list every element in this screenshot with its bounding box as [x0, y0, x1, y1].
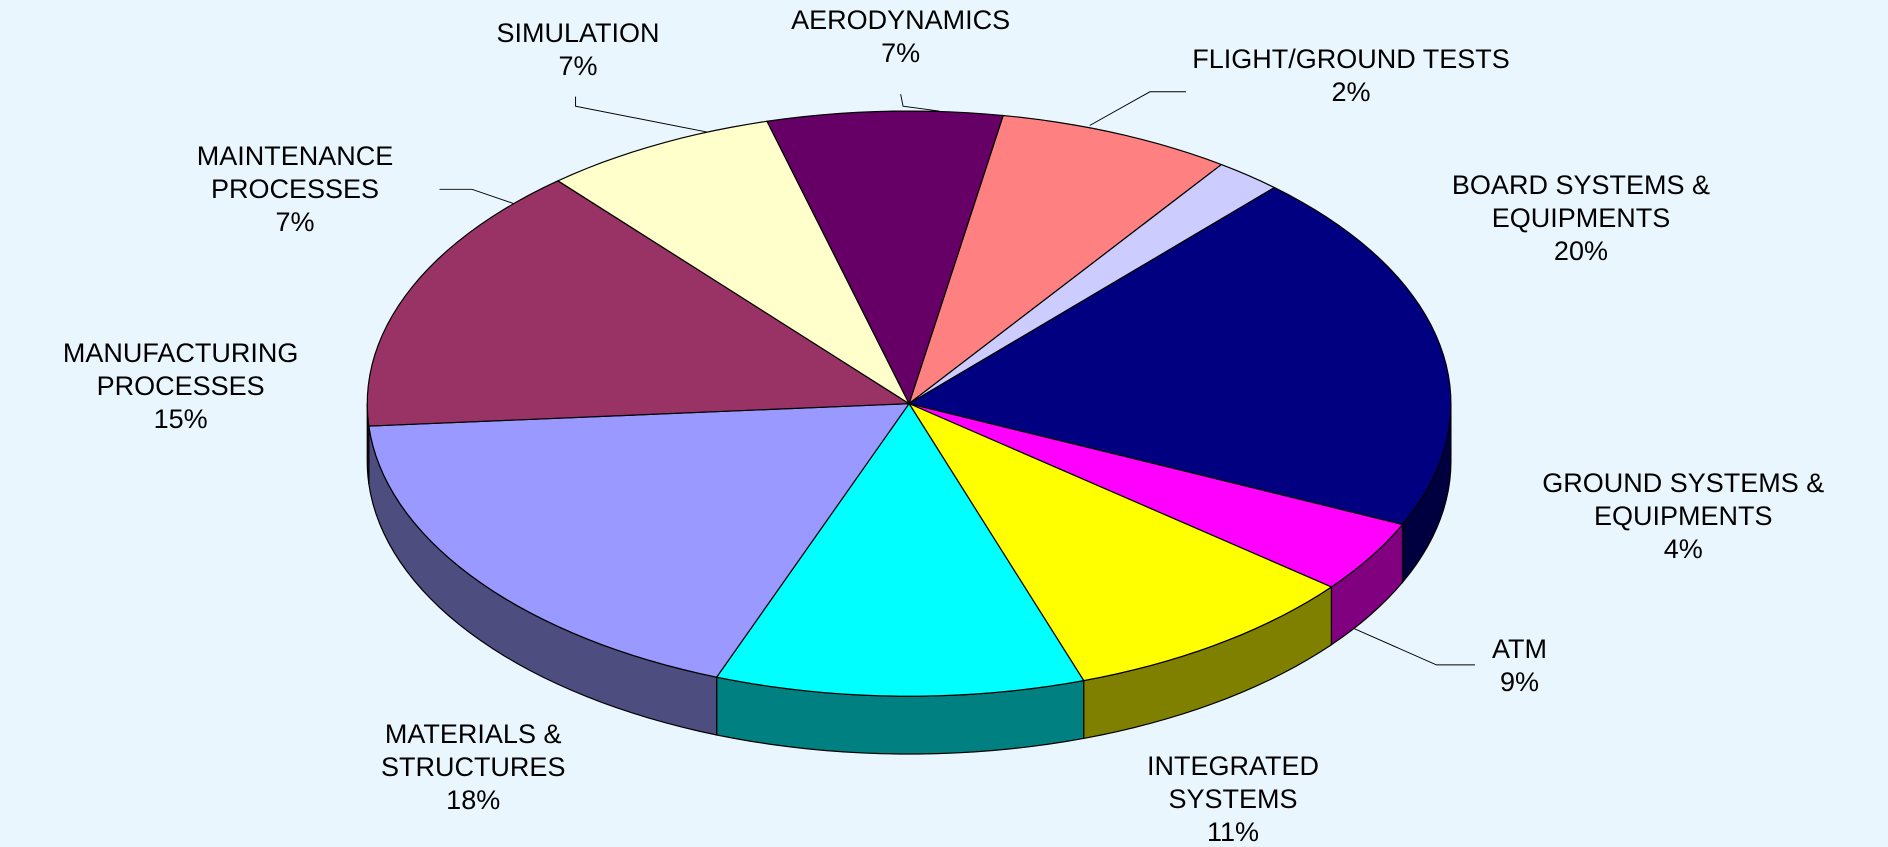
slice	[907, 114, 1223, 406]
slice	[366, 180, 912, 427]
category-label: GROUND SYSTEMS & EQUIPMENTS	[1542, 468, 1825, 532]
value-label: 20%	[1553, 235, 1608, 266]
category-label: SIMULATION	[496, 17, 660, 48]
slice	[908, 403, 1404, 588]
value-label: 7%	[558, 50, 598, 81]
value-label: 18%	[446, 784, 501, 815]
slice	[766, 110, 1004, 406]
value-label: 9%	[1500, 667, 1540, 698]
slice-label: GROUND SYSTEMS & EQUIPMENTS 4%	[1479, 467, 1888, 566]
category-label: BOARD SYSTEMS & EQUIPMENTS	[1451, 169, 1710, 233]
leader-lines	[439, 91, 1475, 666]
slice	[715, 402, 1085, 697]
slice	[368, 402, 911, 678]
slice-label: AERODYNAMICS 7%	[660, 4, 1142, 70]
slice-label: MANUFACTURING PROCESSES 15%	[0, 337, 367, 436]
category-label: MAINTENANCE PROCESSES	[196, 140, 394, 204]
leader-line	[575, 96, 711, 134]
pie-tops	[366, 110, 1452, 697]
category-label: MANUFACTURING PROCESSES	[62, 338, 299, 402]
slice-label: MAINTENANCE PROCESSES 7%	[132, 140, 457, 239]
leader-line	[1354, 628, 1475, 666]
value-label: 2%	[1331, 77, 1371, 108]
leader-line	[1089, 91, 1187, 126]
value-label: 7%	[275, 206, 315, 237]
value-label: 4%	[1663, 534, 1703, 565]
category-label: INTEGRATED SYSTEMS	[1146, 751, 1319, 815]
category-label: ATM	[1492, 634, 1548, 665]
category-label: MATERIALS & STRUCTURES	[380, 718, 566, 782]
value-label: 11%	[1206, 817, 1259, 847]
value-label: 15%	[153, 404, 208, 435]
leader-line	[439, 188, 518, 206]
slice-label: ATM 9%	[1399, 633, 1640, 699]
value-label: 7%	[881, 37, 921, 68]
leader-line	[900, 94, 940, 112]
slice-label: BOARD SYSTEMS & EQUIPMENTS 20%	[1364, 169, 1797, 268]
slice-label: INTEGRATED SYSTEMS 11%	[1088, 750, 1377, 847]
slice-label: MATERIALS & STRUCTURES 18%	[323, 718, 624, 817]
slice	[907, 402, 1333, 682]
slice-label: FLIGHT/GROUND TESTS 2%	[1158, 43, 1543, 109]
slice	[907, 186, 1452, 526]
category-label: FLIGHT/GROUND TESTS	[1192, 44, 1510, 75]
slice-label: SIMULATION 7%	[397, 17, 758, 83]
slice	[556, 120, 911, 406]
category-label: AERODYNAMICS	[791, 4, 1011, 35]
